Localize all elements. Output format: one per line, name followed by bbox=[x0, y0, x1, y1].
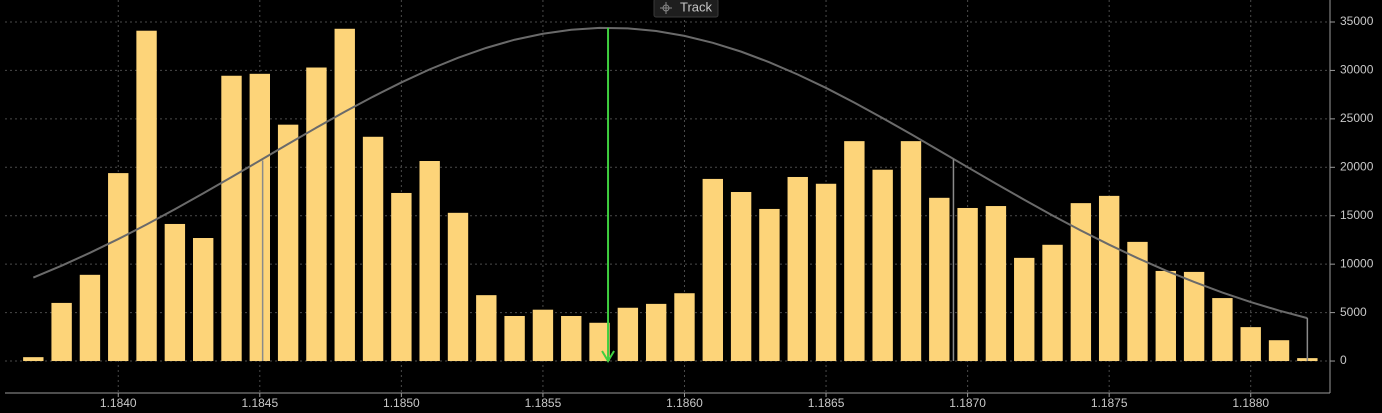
y-tick-label: 0 bbox=[1340, 353, 1347, 367]
bar bbox=[391, 192, 412, 362]
bar bbox=[51, 302, 72, 362]
bar bbox=[617, 307, 639, 362]
bar bbox=[136, 30, 157, 362]
track-label[interactable]: Track bbox=[680, 0, 713, 14]
x-tick-label: 1.1860 bbox=[666, 396, 703, 410]
bar bbox=[730, 191, 752, 362]
bar bbox=[306, 67, 327, 362]
x-tick-label: 1.1840 bbox=[100, 396, 137, 410]
bar bbox=[164, 223, 186, 362]
bar bbox=[1155, 270, 1176, 362]
y-tick-label: 15000 bbox=[1340, 208, 1374, 222]
bar bbox=[108, 173, 129, 362]
y-tick-label: 20000 bbox=[1340, 159, 1374, 173]
bar bbox=[985, 206, 1007, 362]
bar bbox=[249, 73, 270, 362]
y-tick-label: 35000 bbox=[1340, 14, 1374, 28]
bar bbox=[504, 315, 525, 362]
x-tick-label: 1.1845 bbox=[241, 396, 278, 410]
x-tick-label: 1.1875 bbox=[1091, 396, 1128, 410]
bar bbox=[1240, 327, 1261, 362]
x-tick-label: 1.1880 bbox=[1232, 396, 1269, 410]
y-tick-label: 10000 bbox=[1340, 256, 1374, 270]
bar bbox=[419, 160, 440, 362]
bar bbox=[79, 274, 101, 362]
bar bbox=[1212, 298, 1233, 362]
bar bbox=[221, 75, 242, 362]
bar bbox=[589, 322, 610, 362]
bar bbox=[957, 207, 978, 362]
bar bbox=[277, 124, 299, 362]
bar bbox=[759, 208, 780, 362]
bar bbox=[23, 357, 44, 362]
y-tick-label: 25000 bbox=[1340, 111, 1374, 125]
plot: 0 5000 10000 15000 20000 25000 30000 35000 1.184… bbox=[5, 0, 1374, 410]
bar bbox=[362, 136, 384, 362]
bar bbox=[815, 183, 837, 362]
bar bbox=[1042, 244, 1063, 362]
bar bbox=[334, 28, 355, 362]
y-tick-label: 30000 bbox=[1340, 63, 1374, 77]
bar bbox=[1070, 203, 1092, 362]
bar bbox=[929, 197, 950, 362]
bar bbox=[1098, 195, 1120, 362]
track-button[interactable]: Track bbox=[653, 0, 719, 18]
bar bbox=[561, 315, 582, 362]
bar bbox=[192, 238, 214, 362]
bar bbox=[1014, 257, 1035, 362]
x-tick-label: 1.1855 bbox=[525, 396, 562, 410]
bar bbox=[787, 176, 808, 362]
x-tick-label: 1.1850 bbox=[383, 396, 420, 410]
bar bbox=[702, 178, 723, 362]
bar bbox=[674, 293, 695, 362]
bar bbox=[1183, 271, 1205, 362]
bar bbox=[476, 295, 497, 362]
track-button-bg[interactable] bbox=[653, 0, 719, 18]
bar bbox=[844, 141, 865, 362]
bar bbox=[532, 309, 554, 362]
fit-curve bbox=[32, 26, 1308, 320]
bar bbox=[872, 169, 893, 362]
bar bbox=[1268, 340, 1290, 362]
marker-arrow bbox=[601, 350, 615, 363]
bar bbox=[900, 141, 922, 362]
x-tick-label: 1.1865 bbox=[808, 396, 845, 410]
bar bbox=[645, 303, 667, 362]
bar bbox=[447, 212, 469, 362]
x-tick-label: 1.1870 bbox=[949, 396, 986, 410]
bar bbox=[1127, 241, 1148, 362]
y-tick-label: 5000 bbox=[1340, 305, 1367, 319]
